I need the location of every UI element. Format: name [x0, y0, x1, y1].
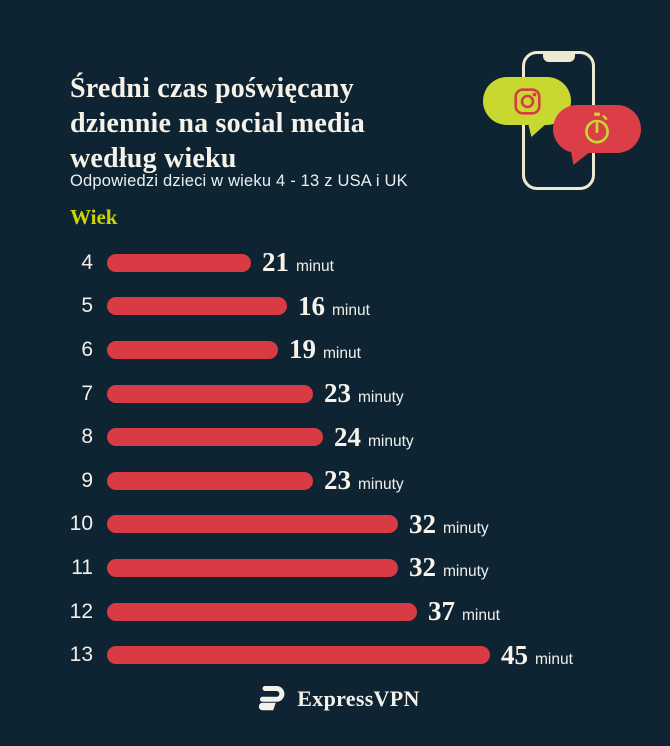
age-label: 12: [69, 599, 93, 623]
value-unit: minut: [535, 650, 573, 668]
chart-row: 11 32 minuty: [60, 546, 573, 590]
value-label: 19 minut: [289, 334, 361, 365]
value-number: 32: [409, 552, 436, 583]
value-label: 32 minuty: [409, 552, 489, 583]
chart-row: 8 24 minuty: [60, 415, 573, 459]
value-number: 45: [501, 639, 528, 670]
value-unit: minuty: [443, 519, 489, 537]
bar-chart: 4 21 minut 5 16 minut 6 19 minut 7 23 minuty 8 24 minu…: [60, 241, 573, 677]
stopwatch-bubble: [553, 105, 641, 153]
value-unit: minut: [332, 301, 370, 319]
value-unit: minut: [462, 607, 500, 625]
age-label: 10: [69, 512, 93, 536]
expressvpn-logo-icon: [259, 686, 285, 711]
chart-row: 13 45 minut: [60, 633, 573, 677]
subtitle: Odpowiedzi dzieci w wieku 4 - 13 z USA i…: [70, 172, 408, 190]
page-title: Średni czas poświęcany dziennie na socia…: [70, 71, 365, 176]
brand-footer: ExpressVPN: [0, 682, 670, 716]
brand-name: ExpressVPN: [297, 686, 420, 711]
bar: [107, 515, 398, 534]
title-line-2: dziennie na social media: [70, 107, 365, 139]
value-number: 16: [298, 290, 325, 321]
value-label: 23 minuty: [324, 465, 404, 496]
bar: [107, 602, 417, 621]
age-label: 9: [81, 468, 93, 492]
value-label: 37 minut: [428, 596, 500, 627]
axis-label-wiek: Wiek: [70, 205, 118, 229]
value-number: 19: [289, 334, 316, 365]
value-label: 23 minuty: [324, 378, 404, 409]
value-unit: minuty: [368, 432, 414, 450]
bar: [107, 340, 278, 359]
value-label: 45 minut: [501, 640, 573, 671]
phone-illustration: [470, 35, 670, 205]
title-line-3: według wieku: [70, 142, 237, 174]
bar: [107, 253, 251, 272]
value-number: 21: [262, 247, 289, 278]
value-unit: minuty: [443, 563, 489, 581]
value-unit: minut: [323, 345, 361, 363]
chart-row: 6 19 minut: [60, 328, 573, 372]
value-unit: minut: [296, 258, 334, 276]
value-number: 24: [334, 421, 361, 452]
value-number: 32: [409, 508, 436, 539]
age-label: 13: [69, 643, 93, 667]
chart-row: 10 32 minuty: [60, 503, 573, 547]
bar: [107, 471, 313, 490]
bar: [107, 384, 313, 403]
phone-notch: [542, 53, 575, 62]
stopwatch-icon: [585, 112, 609, 144]
age-label: 6: [81, 337, 93, 361]
chart-row: 12 37 minut: [60, 590, 573, 634]
chart-row: 4 21 minut: [60, 241, 573, 285]
age-label: 5: [81, 294, 93, 318]
bar: [107, 558, 398, 577]
chart-row: 9 23 minuty: [60, 459, 573, 503]
value-label: 21 minut: [262, 247, 334, 278]
value-number: 23: [324, 378, 351, 409]
bar: [107, 297, 287, 316]
value-number: 37: [428, 596, 455, 627]
value-label: 32 minuty: [409, 509, 489, 540]
age-label: 11: [71, 555, 93, 579]
age-label: 4: [81, 250, 93, 274]
value-unit: minuty: [358, 476, 404, 494]
value-label: 24 minuty: [334, 422, 414, 453]
chart-row: 5 16 minut: [60, 285, 573, 329]
value-label: 16 minut: [298, 291, 370, 322]
age-label: 8: [81, 425, 93, 449]
age-label: 7: [81, 381, 93, 405]
title-line-1: Średni czas poświęcany: [70, 72, 354, 104]
instagram-icon: [513, 87, 541, 115]
value-unit: minuty: [358, 389, 404, 407]
chart-row: 7 23 minuty: [60, 372, 573, 416]
value-number: 23: [324, 465, 351, 496]
bar: [107, 428, 323, 447]
bar: [107, 646, 490, 665]
